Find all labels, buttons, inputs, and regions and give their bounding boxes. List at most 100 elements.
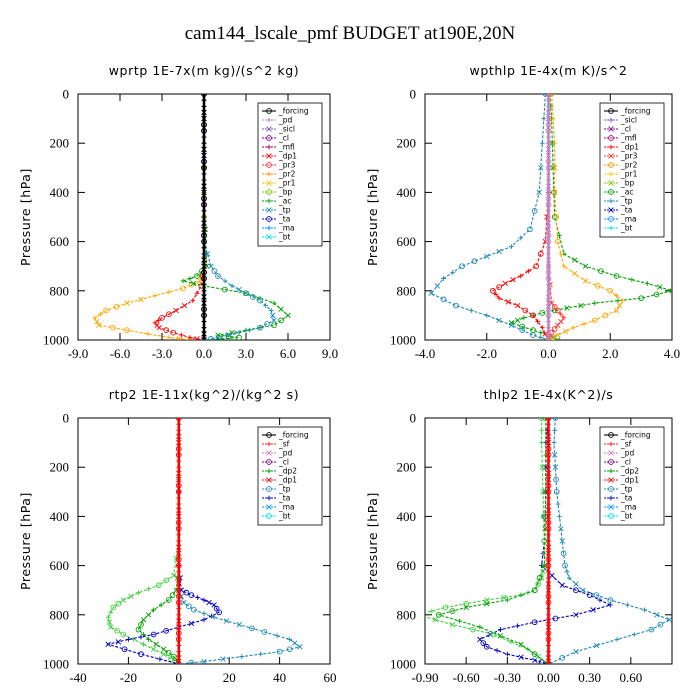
- data-point: [545, 115, 552, 122]
- data-point: [138, 621, 144, 628]
- data-point: [236, 621, 242, 628]
- data-point: [131, 637, 136, 642]
- data-point: [201, 121, 207, 128]
- data-point: [552, 427, 558, 433]
- data-point: [266, 477, 272, 483]
- legend-entry: _bt: [620, 224, 633, 233]
- data-point: [176, 624, 182, 630]
- data-point: [572, 270, 578, 277]
- data-point: [201, 189, 207, 196]
- data-point: [266, 153, 272, 159]
- data-point: [545, 482, 552, 489]
- data-point: [555, 501, 561, 507]
- data-point: [590, 607, 596, 613]
- data-point: [518, 273, 524, 279]
- data-point: [201, 226, 207, 233]
- legend-entry: _sicl: [620, 116, 637, 125]
- data-point: [278, 306, 284, 312]
- data-point: [669, 288, 672, 294]
- x-tick-label: 0.30: [578, 670, 601, 685]
- legend-entry: _ta: [278, 494, 290, 503]
- data-point: [608, 108, 614, 114]
- data-point: [201, 300, 207, 306]
- x-tick-label: -4.0: [415, 346, 436, 361]
- data-point: [548, 94, 555, 97]
- data-point: [201, 171, 207, 177]
- data-point: [538, 165, 544, 171]
- data-point: [510, 277, 516, 283]
- data-point: [638, 295, 644, 302]
- data-point: [608, 216, 614, 222]
- data-point: [201, 658, 207, 664]
- data-point: [266, 207, 272, 213]
- data-point: [128, 593, 134, 600]
- data-point: [176, 550, 182, 557]
- data-point: [608, 441, 614, 447]
- data-point: [266, 189, 272, 195]
- data-point: [176, 587, 182, 593]
- x-tick-label: 0.0: [540, 346, 556, 361]
- y-tick-label: 1000: [43, 657, 69, 672]
- data-point: [243, 290, 249, 296]
- data-point: [201, 275, 207, 282]
- data-point: [239, 654, 245, 660]
- data-point: [159, 315, 165, 321]
- data-point: [592, 300, 598, 306]
- data-point: [215, 332, 221, 338]
- data-point: [211, 268, 218, 274]
- data-point: [531, 587, 538, 594]
- data-point: [106, 619, 113, 625]
- data-point: [98, 311, 103, 317]
- data-point: [201, 128, 207, 134]
- data-point: [94, 318, 100, 325]
- data-point: [545, 189, 552, 196]
- legend-entry: _ac: [278, 197, 291, 206]
- data-point: [463, 604, 469, 611]
- data-point: [176, 458, 182, 464]
- data-point: [176, 470, 182, 477]
- data-point: [416, 612, 421, 617]
- data-point: [497, 632, 504, 639]
- data-point: [138, 296, 144, 303]
- data-point: [103, 307, 109, 314]
- legend-entry: _tp: [620, 197, 633, 206]
- data-point: [545, 452, 552, 458]
- legend-entry: _pr1: [278, 179, 296, 188]
- data-point: [236, 286, 242, 293]
- data-point: [175, 562, 182, 569]
- data-point: [201, 97, 207, 103]
- data-point: [175, 525, 182, 532]
- data-point: [286, 646, 293, 653]
- data-point: [269, 312, 276, 319]
- data-point: [201, 331, 207, 337]
- chart-panel-3: rtp2 1E-11x(kg^2)/(kg^2 s) Pressure [hPa]…: [18, 387, 337, 685]
- data-point: [629, 277, 635, 283]
- data-point: [545, 445, 552, 452]
- data-point: [201, 611, 207, 616]
- data-point: [613, 273, 620, 279]
- data-point: [258, 651, 264, 657]
- data-point: [545, 525, 552, 532]
- data-point: [552, 418, 559, 421]
- data-point: [496, 284, 502, 290]
- data-point: [580, 587, 586, 593]
- data-point: [561, 315, 567, 321]
- data-point: [266, 432, 272, 438]
- data-point: [480, 640, 487, 646]
- data-point: [483, 643, 490, 650]
- plot-frame: [77, 417, 331, 665]
- data-point: [442, 604, 449, 611]
- legend-entry: _ta: [620, 494, 632, 503]
- data-point: [201, 337, 207, 340]
- data-point: [201, 103, 207, 109]
- data-point: [538, 335, 544, 340]
- data-point: [541, 562, 548, 569]
- data-point: [146, 637, 151, 642]
- data-point: [608, 117, 614, 123]
- data-point: [518, 654, 524, 660]
- data-point: [522, 307, 529, 314]
- data-point: [653, 291, 660, 298]
- data-point: [607, 602, 613, 608]
- data-point: [545, 556, 552, 563]
- x-tick-label: -0.30: [494, 670, 521, 685]
